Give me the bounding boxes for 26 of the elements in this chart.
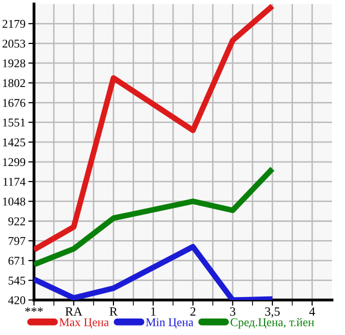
y-tick-label: 1928 [3, 59, 26, 68]
y-tick-label: 1048 [3, 198, 26, 206]
y-tick-label: 1425 [3, 138, 26, 146]
x-tick-label: *** [25, 307, 43, 312]
x-tick-label: R [110, 307, 118, 316]
y-tick-label: 1802 [3, 79, 26, 88]
y-tick-label: 2053 [2, 40, 26, 48]
y-tick-label: 1299 [3, 158, 26, 166]
y-tick-label: 922 [8, 217, 26, 226]
y-tick-label: 1551 [3, 118, 25, 127]
y-tick-label: 1174 [4, 178, 26, 186]
x-tick-label: 4 [309, 307, 316, 316]
y-tick-label: 671 [8, 256, 25, 265]
x-tick-label: 3 [230, 307, 236, 316]
x-tick-label: 3,5 [265, 307, 280, 318]
legend-label: Max Цена [59, 318, 109, 329]
y-tick-label: 2179 [2, 20, 26, 28]
y-tick-label: 797 [8, 237, 26, 245]
x-tick-label: 2 [190, 307, 196, 316]
x-tick-label: 1 [151, 307, 156, 316]
y-tick-label: 545 [8, 276, 26, 285]
x-tick-label: RA [65, 307, 82, 316]
y-tick-label: 420 [8, 296, 26, 304]
legend-label: Сред.Цена, т.йен [230, 318, 314, 329]
legend-label: Min Цена [146, 318, 194, 329]
y-tick-label: 1676 [3, 98, 26, 107]
